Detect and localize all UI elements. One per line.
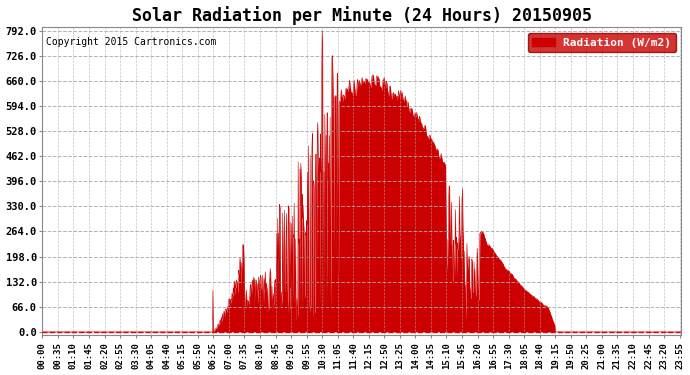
Legend: Radiation (W/m2): Radiation (W/m2) bbox=[528, 33, 676, 52]
Text: Copyright 2015 Cartronics.com: Copyright 2015 Cartronics.com bbox=[46, 37, 216, 47]
Title: Solar Radiation per Minute (24 Hours) 20150905: Solar Radiation per Minute (24 Hours) 20… bbox=[132, 6, 592, 24]
